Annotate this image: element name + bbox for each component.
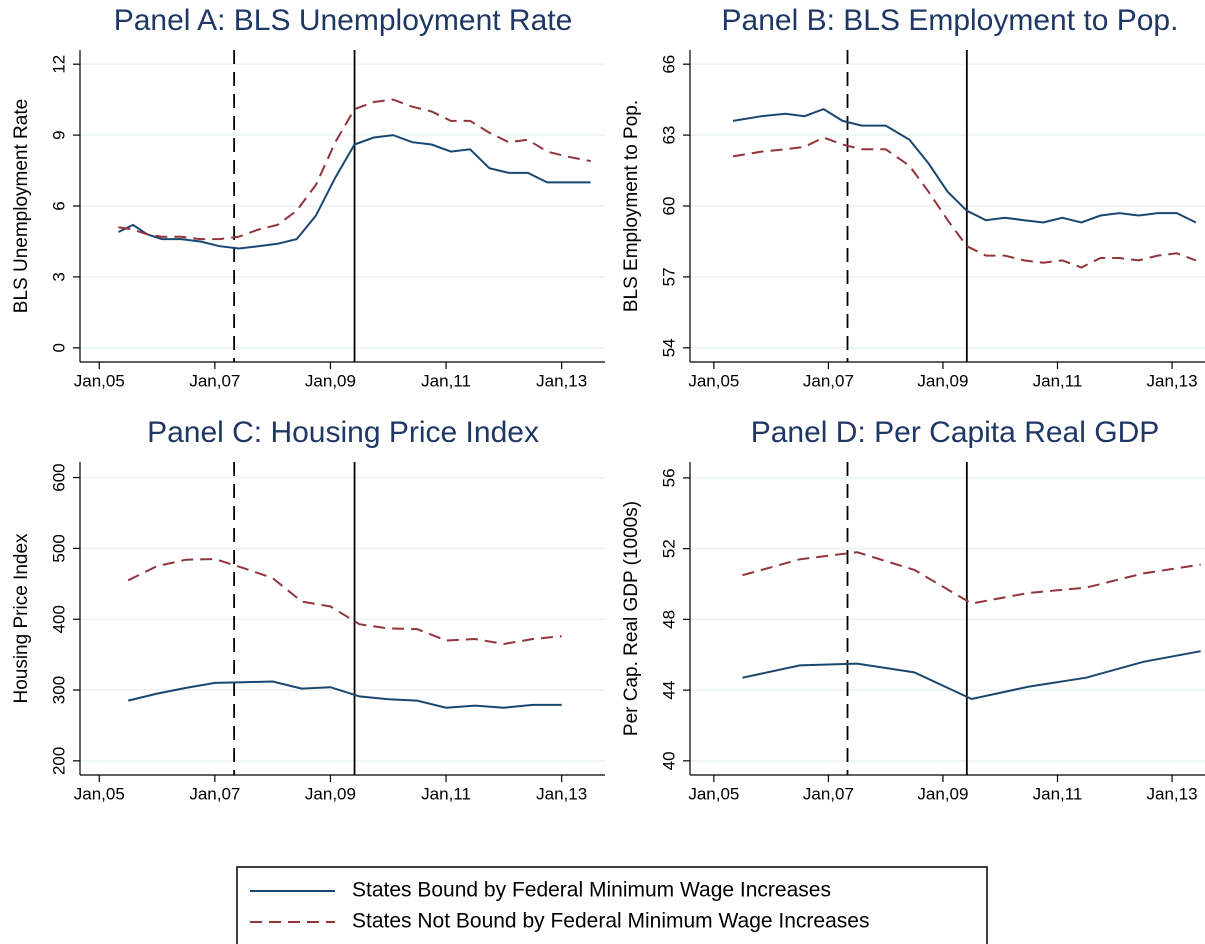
y-tick-label: 3 xyxy=(49,272,68,281)
y-tick-label: 66 xyxy=(659,55,678,74)
legend-box xyxy=(236,866,988,944)
series-line xyxy=(732,107,1197,224)
x-tick-label: Jan,13 xyxy=(536,784,587,803)
x-tick-label: Jan,09 xyxy=(305,784,356,803)
y-axis-title: BLS Unemployment Rate xyxy=(11,99,32,313)
series-line xyxy=(127,557,562,646)
x-tick-label: Jan,11 xyxy=(421,784,471,803)
y-tick-label: 300 xyxy=(49,676,68,704)
series-line xyxy=(742,551,1201,605)
series-line xyxy=(127,680,562,709)
y-tick-label: 500 xyxy=(49,534,68,562)
series-line xyxy=(118,98,591,241)
y-axis-title: BLS Employment to Pop. xyxy=(621,100,642,312)
panel-title: Panel A: BLS Unemployment Rate xyxy=(114,4,573,37)
y-tick-label: 400 xyxy=(49,605,68,633)
x-tick-label: Jan,13 xyxy=(1147,784,1198,803)
x-tick-label: Jan,11 xyxy=(1033,784,1083,803)
y-tick-label: 200 xyxy=(49,747,68,775)
y-axis-title: Per Cap. Real GDP (1000s) xyxy=(621,501,642,736)
y-tick-label: 6 xyxy=(49,201,68,210)
y-tick-label: 54 xyxy=(659,338,678,357)
legend-label: States Not Bound by Federal Minimum Wage… xyxy=(352,910,869,933)
y-tick-label: 0 xyxy=(49,343,68,352)
x-tick-label: Jan,09 xyxy=(305,371,356,390)
x-tick-label: Jan,07 xyxy=(803,784,854,803)
x-tick-label: Jan,05 xyxy=(688,371,739,390)
y-tick-label: 9 xyxy=(49,130,68,139)
x-tick-label: Jan,09 xyxy=(917,784,968,803)
x-tick-label: Jan,11 xyxy=(1033,371,1083,390)
x-tick-label: Jan,05 xyxy=(74,371,125,390)
series-line xyxy=(732,136,1197,269)
x-tick-label: Jan,07 xyxy=(189,371,240,390)
x-tick-label: Jan,05 xyxy=(688,784,739,803)
y-tick-label: 600 xyxy=(49,463,68,491)
x-tick-label: Jan,09 xyxy=(917,371,968,390)
y-tick-label: 40 xyxy=(659,751,678,770)
panel-title: Panel B: BLS Employment to Pop. xyxy=(722,4,1179,37)
y-tick-label: 12 xyxy=(49,55,68,74)
x-tick-label: Jan,13 xyxy=(1147,371,1198,390)
y-tick-label: 56 xyxy=(659,468,678,487)
x-tick-label: Jan,07 xyxy=(803,371,854,390)
y-axis-title: Housing Price Index xyxy=(11,533,32,704)
y-tick-label: 57 xyxy=(659,267,678,286)
y-tick-label: 63 xyxy=(659,126,678,145)
x-tick-label: Jan,05 xyxy=(74,784,125,803)
y-tick-label: 44 xyxy=(659,681,678,700)
series-line xyxy=(742,650,1201,701)
panel-title: Panel C: Housing Price Index xyxy=(147,416,539,449)
series-line xyxy=(118,134,591,250)
panel-title: Panel D: Per Capita Real GDP xyxy=(751,416,1160,449)
legend-label: States Bound by Federal Minimum Wage Inc… xyxy=(352,879,831,902)
y-tick-label: 48 xyxy=(659,610,678,629)
y-tick-label: 60 xyxy=(659,197,678,216)
x-tick-label: Jan,11 xyxy=(421,371,471,390)
x-tick-label: Jan,07 xyxy=(189,784,240,803)
x-tick-label: Jan,13 xyxy=(536,371,587,390)
y-tick-label: 52 xyxy=(659,539,678,558)
